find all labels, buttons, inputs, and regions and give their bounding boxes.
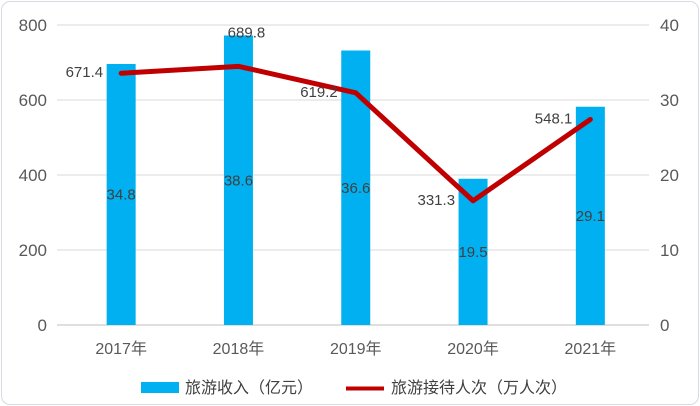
bar-2017年 [106,64,136,325]
y-axis-tick-label: 600 [19,91,47,110]
legend-label: 旅游接待人次（万人次） [391,379,567,397]
bar-data-label: 38.6 [224,172,253,189]
series-line [118,63,593,204]
y-axis-tick-label: 200 [19,241,47,260]
y2-axis-tick-label: 0 [660,316,669,335]
x-axis-label: 2019年 [330,340,382,358]
line-data-label: 689.8 [228,24,266,41]
y2-axis-tick-label: 30 [660,91,679,110]
y-axis-tick-label: 400 [19,166,47,185]
x-axis-label: 2017年 [95,340,147,358]
y2-axis-tick-label: 40 [660,16,679,35]
line-data-label: 619.2 [300,84,338,101]
line-data-label: 548.1 [535,110,573,127]
bar-data-label: 29.1 [576,208,605,225]
y2-axis-tick-label: 10 [660,241,679,260]
x-axis-label: 2018年 [213,340,265,358]
y2-axis-tick-label: 20 [660,166,679,185]
y-axis-tick-label: 0 [38,316,47,335]
legend-label: 旅游收入（亿元） [185,379,313,397]
line-data-label: 671.4 [66,64,104,81]
bar-2021年 [575,106,605,325]
bar-2018年 [223,35,253,325]
bar-data-label: 34.8 [107,187,136,204]
x-axis-label: 2020年 [447,340,499,358]
bar-data-label: 36.6 [341,180,370,197]
legend-swatch-bar [141,382,179,393]
bar-data-label: 19.5 [458,244,487,261]
x-axis-label: 2021年 [565,340,617,358]
y-axis-tick-label: 800 [19,16,47,35]
bar-2019年 [341,50,371,325]
line-data-label: 331.3 [418,192,456,209]
